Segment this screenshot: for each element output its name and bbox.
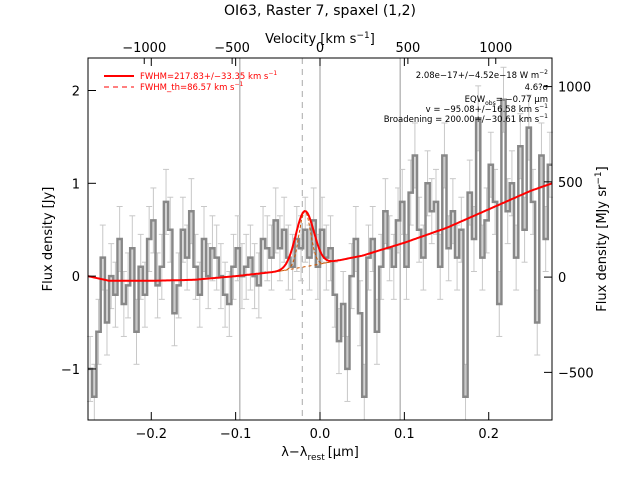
annotation-velocity: v = −95.08+/−16.58 km s−1 [426,103,549,115]
annotation-eqw: EQWobs= −0.77 μm [465,95,548,107]
model-fit-line [87,182,553,282]
y-tick-label: 0 [72,270,80,285]
x-tick-label: 0.2 [478,427,499,442]
top-axis-label: Velocity [km s−1] [265,31,375,47]
y2-tick-label: −500 [558,366,594,381]
y2-tick-label: 0 [558,271,566,286]
annotation-flux: 2.08e−17+/−4.52e−18 W m−2 [416,69,548,81]
top-axis-ticks: −1000 −500 0 500 1000 [122,41,512,64]
y-tick-label: −1 [61,363,80,378]
y-tick-label: 1 [72,177,80,192]
y-axis-ticks: −1 0 1 2 [61,84,96,378]
x-tick-label: −0.1 [220,427,252,442]
chart-title: OI63, Raster 7, spaxel (1,2) [224,3,416,19]
y2-axis-label: Flux density [MJy sr−1] [594,166,610,311]
y2-axis-ticks: −500 0 500 1000 [544,81,594,381]
x-tick-label: 0.0 [310,427,331,442]
legend-entry-fwhm-th: FWHM_th=86.57 km s−1 [140,81,244,93]
fit-annotations: 2.08e−17+/−4.52e−18 W m−2 4.6?σ EQWobs= … [384,69,549,125]
legend-entry-fwhm: FWHM=217.83+/−33.35 km s−1 [140,70,277,82]
top-tick-label: 1000 [479,41,512,56]
annotation-sigma: 4.6?σ [525,83,549,93]
top-tick-label: 500 [395,41,420,56]
y2-tick-label: 500 [558,176,583,191]
model-series [87,182,553,282]
top-tick-label: 0 [316,41,324,56]
x-axis-ticks: −0.2 −0.1 0.0 0.1 0.2 [135,58,499,442]
x-tick-label: 0.1 [394,427,415,442]
y2-tick-label: 1000 [558,81,591,96]
x-axis-label: λ−λrest [μm] [281,445,359,463]
x-tick-label: −0.2 [135,427,167,442]
annotation-broadening: Broadening = 200.00+/−30.61 km s−1 [384,113,548,125]
legend: FWHM=217.83+/−33.35 km s−1 FWHM_th=86.57… [104,70,277,93]
y-tick-label: 2 [72,84,80,99]
top-tick-label: −500 [214,41,250,56]
top-tick-label: −1000 [122,41,166,56]
y-axis-label: Flux density [Jy] [41,187,56,292]
